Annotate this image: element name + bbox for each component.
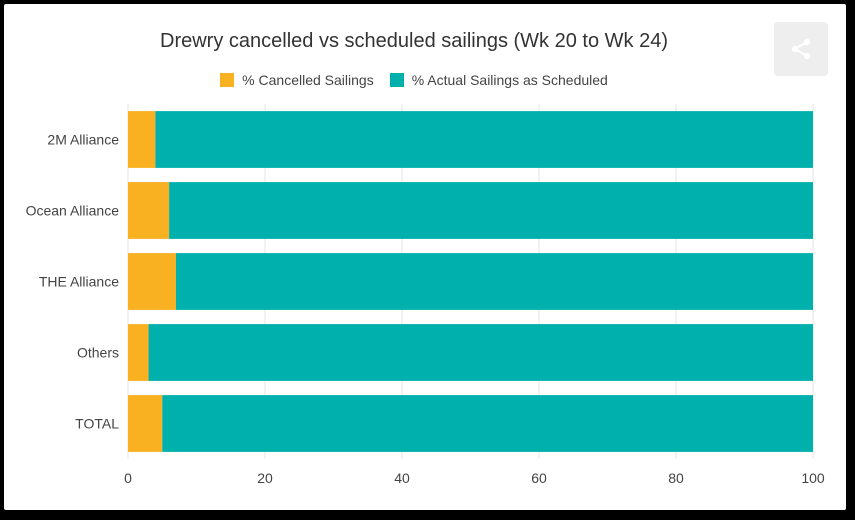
x-axis-ticks: 0 20 40 60 80 100 bbox=[124, 470, 825, 486]
category-label: 2M Alliance bbox=[47, 132, 119, 148]
bar-cancelled[interactable] bbox=[128, 111, 156, 168]
x-tick-label: 0 bbox=[124, 470, 132, 486]
x-tick-label: 20 bbox=[257, 470, 273, 486]
category-label: TOTAL bbox=[75, 416, 119, 432]
legend-label-scheduled: % Actual Sailings as Scheduled bbox=[411, 72, 608, 88]
category-labels: 2M Alliance Ocean Alliance THE Alliance Oth… bbox=[26, 132, 120, 432]
bar-scheduled[interactable] bbox=[155, 111, 813, 168]
bar-cancelled[interactable] bbox=[128, 395, 163, 452]
legend-label-cancelled: % Cancelled Sailings bbox=[242, 72, 374, 88]
bars bbox=[128, 111, 814, 452]
bar-scheduled[interactable] bbox=[169, 182, 814, 239]
x-tick-label: 100 bbox=[801, 470, 825, 486]
x-tick-label: 80 bbox=[668, 470, 684, 486]
bar-scheduled[interactable] bbox=[175, 253, 813, 310]
x-tick-label: 40 bbox=[394, 470, 410, 486]
chart-card: Drewry cancelled vs scheduled sailings (… bbox=[4, 4, 846, 510]
chart-title: Drewry cancelled vs scheduled sailings (… bbox=[160, 30, 668, 52]
chart-legend: % Cancelled Sailings % Actual Sailings a… bbox=[4, 72, 824, 88]
legend-item-cancelled[interactable]: % Cancelled Sailings bbox=[220, 72, 374, 88]
bar-cancelled[interactable] bbox=[128, 253, 176, 310]
x-tick-label: 60 bbox=[531, 470, 547, 486]
share-button[interactable] bbox=[774, 22, 828, 76]
legend-swatch-cancelled bbox=[220, 73, 235, 87]
bar-scheduled[interactable] bbox=[148, 324, 814, 381]
legend-item-scheduled[interactable]: % Actual Sailings as Scheduled bbox=[389, 72, 608, 88]
bar-cancelled[interactable] bbox=[128, 182, 170, 239]
category-label: THE Alliance bbox=[39, 274, 119, 290]
category-label: Ocean Alliance bbox=[26, 203, 120, 219]
category-label: Others bbox=[77, 345, 119, 361]
bar-chart: 2M Alliance Ocean Alliance THE Alliance Oth… bbox=[26, 104, 825, 486]
legend-swatch-scheduled bbox=[389, 73, 404, 87]
bar-scheduled[interactable] bbox=[162, 395, 813, 452]
bar-cancelled[interactable] bbox=[128, 324, 149, 381]
share-icon bbox=[791, 38, 811, 60]
